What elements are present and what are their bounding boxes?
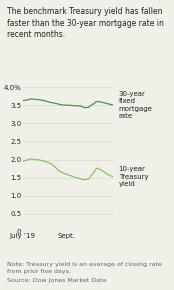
Text: Source: Dow Jones Market Data: Source: Dow Jones Market Data	[7, 278, 106, 283]
Text: 30-year
fixed
mortgage
rate: 30-year fixed mortgage rate	[119, 91, 153, 119]
Text: Note: Treasury yield is an average of closing rate
from prior five days.: Note: Treasury yield is an average of cl…	[7, 262, 162, 274]
Text: 10-year
Treasury
yield: 10-year Treasury yield	[119, 166, 148, 187]
Text: The benchmark Treasury yield has fallen
faster than the 30-year mortgage rate in: The benchmark Treasury yield has fallen …	[7, 7, 164, 39]
